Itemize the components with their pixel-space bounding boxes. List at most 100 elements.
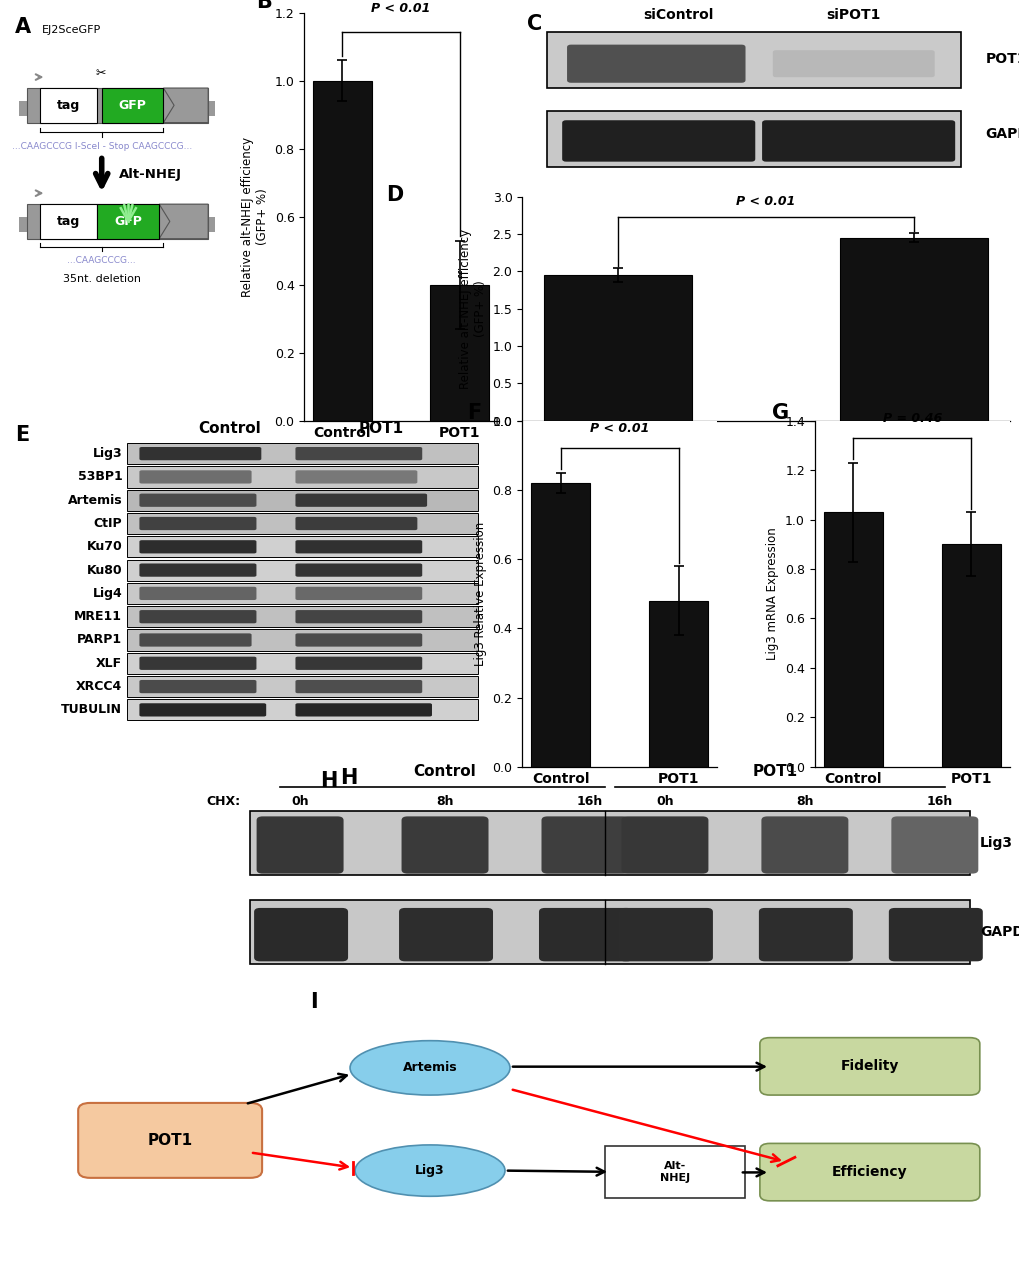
Text: GFP: GFP	[118, 99, 147, 112]
Bar	[544, 275, 692, 420]
Text: Lig3: Lig3	[979, 836, 1012, 850]
Polygon shape	[159, 204, 208, 238]
Text: GAPDH: GAPDH	[979, 925, 1019, 939]
Bar	[127, 699, 478, 721]
Bar	[127, 443, 478, 464]
FancyBboxPatch shape	[296, 470, 417, 484]
FancyBboxPatch shape	[567, 45, 745, 83]
FancyBboxPatch shape	[140, 656, 256, 670]
Y-axis label: Lig3 mRNA Expression: Lig3 mRNA Expression	[765, 527, 779, 660]
Bar	[941, 544, 1000, 767]
Text: H: H	[320, 771, 337, 791]
Bar	[313, 80, 371, 420]
Bar	[531, 483, 590, 767]
Text: siPOT1: siPOT1	[825, 9, 880, 23]
Bar	[40, 204, 98, 238]
Bar	[127, 676, 478, 697]
Bar	[127, 489, 478, 511]
Bar	[40, 88, 98, 122]
Bar	[546, 111, 960, 167]
Bar	[127, 582, 478, 604]
Text: H: H	[339, 768, 357, 789]
Bar	[127, 652, 478, 674]
Text: F: F	[467, 404, 481, 423]
FancyBboxPatch shape	[140, 540, 256, 553]
FancyBboxPatch shape	[538, 908, 633, 962]
Text: Ku80: Ku80	[87, 563, 122, 577]
FancyBboxPatch shape	[296, 656, 422, 670]
Text: 53BP1: 53BP1	[77, 470, 122, 483]
Bar	[127, 513, 478, 534]
Text: G: G	[771, 404, 789, 423]
Text: XLF: XLF	[96, 657, 122, 670]
Text: C: C	[527, 14, 542, 34]
Text: P < 0.01: P < 0.01	[736, 195, 795, 209]
Bar	[250, 901, 969, 964]
Text: Lig3: Lig3	[93, 447, 122, 460]
Ellipse shape	[350, 1041, 510, 1096]
FancyBboxPatch shape	[619, 908, 712, 962]
Bar	[822, 512, 881, 767]
FancyBboxPatch shape	[296, 680, 422, 693]
Polygon shape	[163, 88, 208, 122]
Text: CHX:: CHX:	[206, 795, 239, 808]
FancyBboxPatch shape	[257, 817, 343, 874]
FancyBboxPatch shape	[296, 610, 422, 623]
Text: Lig4: Lig4	[93, 587, 122, 600]
Text: GFP: GFP	[114, 215, 142, 228]
Text: D: D	[385, 185, 403, 205]
Text: Control: Control	[414, 764, 476, 780]
FancyBboxPatch shape	[761, 120, 954, 162]
Text: GAPDH: GAPDH	[984, 127, 1019, 141]
Text: Artemis: Artemis	[67, 494, 122, 507]
FancyBboxPatch shape	[561, 120, 754, 162]
FancyBboxPatch shape	[296, 447, 422, 460]
Text: P < 0.01: P < 0.01	[589, 422, 649, 434]
Text: 8h: 8h	[436, 795, 453, 808]
Bar	[127, 536, 478, 558]
FancyBboxPatch shape	[254, 908, 347, 962]
Bar	[28, 204, 208, 238]
FancyBboxPatch shape	[398, 908, 492, 962]
FancyBboxPatch shape	[140, 633, 252, 647]
Text: POT1: POT1	[358, 420, 403, 436]
Bar	[98, 204, 159, 238]
Text: POT1: POT1	[984, 52, 1019, 66]
Text: ...CAAGCCCG I-SceI - Stop CAAGCCCG...: ...CAAGCCCG I-SceI - Stop CAAGCCCG...	[11, 141, 192, 150]
FancyBboxPatch shape	[140, 517, 256, 530]
Text: tag: tag	[57, 215, 81, 228]
Bar	[18, 217, 214, 232]
Text: P = 0.46: P = 0.46	[881, 412, 941, 424]
FancyBboxPatch shape	[296, 563, 422, 577]
Text: EJ2SceGFP: EJ2SceGFP	[42, 25, 101, 36]
FancyBboxPatch shape	[759, 1037, 979, 1096]
Text: A: A	[14, 18, 31, 37]
Text: Alt-NHEJ: Alt-NHEJ	[118, 168, 181, 181]
Bar	[127, 629, 478, 651]
Text: B: B	[256, 0, 271, 13]
FancyBboxPatch shape	[140, 587, 256, 600]
Bar	[430, 284, 488, 420]
Text: POT1: POT1	[752, 764, 797, 780]
Text: 16h: 16h	[926, 795, 952, 808]
Text: 16h: 16h	[577, 795, 602, 808]
Text: Lig3: Lig3	[415, 1164, 444, 1177]
FancyBboxPatch shape	[296, 703, 432, 716]
FancyBboxPatch shape	[140, 563, 256, 577]
FancyBboxPatch shape	[296, 540, 422, 553]
Bar	[250, 812, 969, 875]
FancyBboxPatch shape	[140, 493, 256, 507]
Text: 35nt. deletion: 35nt. deletion	[62, 274, 141, 284]
Text: CtIP: CtIP	[94, 517, 122, 530]
Y-axis label: Relative alt-NHEJ efficiency
(GFP+ %): Relative alt-NHEJ efficiency (GFP+ %)	[459, 228, 486, 389]
Text: E: E	[15, 424, 30, 445]
FancyBboxPatch shape	[759, 1143, 979, 1201]
Text: 0h: 0h	[291, 795, 309, 808]
FancyBboxPatch shape	[621, 817, 708, 874]
Bar	[127, 559, 478, 581]
FancyBboxPatch shape	[758, 908, 852, 962]
FancyBboxPatch shape	[604, 1147, 744, 1198]
Y-axis label: Lig3 Relative Expression: Lig3 Relative Expression	[474, 521, 486, 666]
FancyBboxPatch shape	[296, 587, 422, 600]
Bar	[839, 238, 986, 420]
